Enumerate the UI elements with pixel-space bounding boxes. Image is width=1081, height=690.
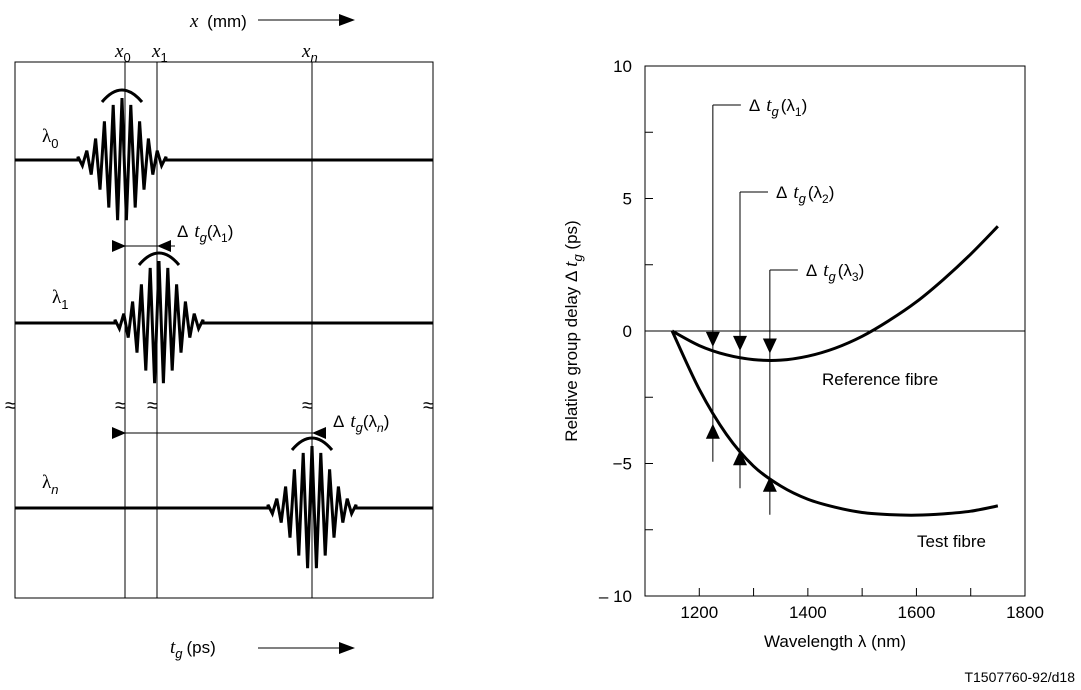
label-lambda1: λ1 [52, 287, 68, 312]
break-mark: ≈ [302, 395, 313, 417]
x-axis-label: x (mm) [189, 11, 247, 32]
x-axis-var: x [189, 11, 199, 32]
ref-arrowhead [733, 335, 747, 351]
propagation-diagram: x (mm) x0 x1 xn λ0 λ1 λn [5, 11, 434, 661]
x-tick-label: 1400 [789, 603, 827, 622]
test-arrowhead [705, 423, 720, 439]
pulse-envelope-2 [290, 436, 334, 451]
t-axis-label: tg (ps) [170, 637, 216, 661]
y-tick-labels: 10 5 0 −5 – 10 [599, 57, 632, 606]
delay-arrow-lambda1 [112, 240, 175, 252]
pulse-trace-1 [15, 260, 433, 384]
break-mark: ≈ [147, 395, 158, 417]
delay-arrow-lambdan [112, 427, 326, 439]
y-tick-label: 0 [623, 322, 632, 341]
y-tick-label: 5 [623, 190, 632, 209]
pulse-traces [15, 88, 433, 569]
x-tick-label: 1800 [1006, 603, 1044, 622]
t-axis-arrow [258, 642, 355, 654]
ref-arrowhead [762, 338, 777, 354]
series-line-0 [671, 225, 999, 362]
figure-id: T1507760-92/d18 [964, 669, 1075, 685]
ref-arrowhead [705, 331, 720, 347]
diagram-frame [14, 61, 434, 599]
label-lambda0: λ0 [42, 126, 58, 151]
break-mark: ≈ [115, 395, 126, 417]
series-label-test: Test fibre [917, 532, 986, 551]
pulse-trace-0 [15, 97, 433, 221]
curves [670, 225, 999, 517]
y-tick-label: 10 [613, 57, 632, 76]
label-xn: xn [301, 41, 318, 65]
label-lambdan: λn [42, 472, 58, 497]
test-arrowhead [733, 450, 747, 466]
break-mark: ≈ [5, 395, 16, 417]
x-axis-arrow [258, 14, 355, 26]
x-tick-label: 1600 [898, 603, 936, 622]
pulse-envelope-1 [137, 251, 181, 266]
axis-break-marks: ≈ ≈ ≈ ≈ ≈ [5, 395, 434, 417]
axis-ticks [645, 65, 1026, 597]
series-label-reference: Reference fibre [822, 370, 938, 389]
test-arrowhead [762, 476, 777, 492]
y-tick-label: – 10 [599, 587, 632, 606]
series-line-1 [670, 330, 999, 517]
y-axis-title: Relative group delay Δ tg (ps) [561, 220, 585, 441]
label-x0: x0 [114, 41, 131, 65]
break-mark: ≈ [423, 395, 434, 417]
pulse-envelope-0 [100, 88, 144, 103]
x-axis-title: Wavelength λ (nm) [764, 632, 906, 651]
x-axis-unit: (mm) [207, 12, 247, 31]
pulse-trace-2 [15, 445, 433, 569]
y-tick-label: −5 [613, 455, 632, 474]
x-tick-labels: 1200 1400 1600 1800 [680, 603, 1044, 622]
x-tick-label: 1200 [680, 603, 718, 622]
label-x1: x1 [151, 41, 168, 65]
